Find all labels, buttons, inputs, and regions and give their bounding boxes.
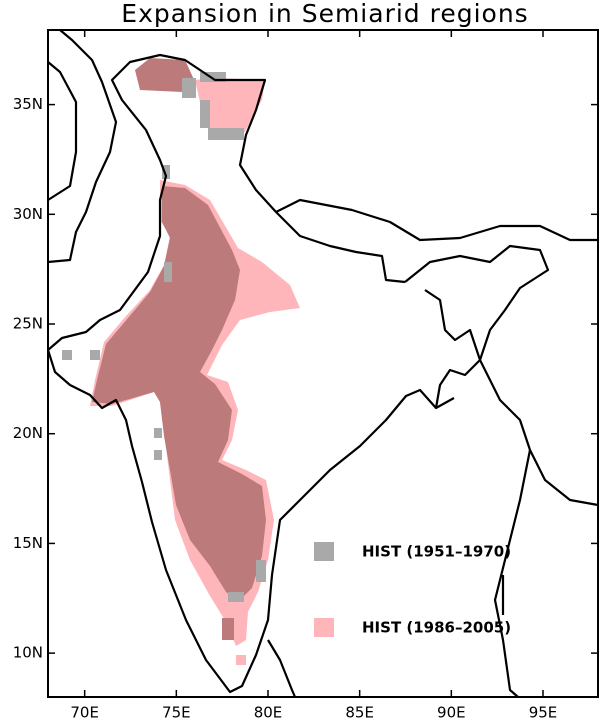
legend-label: HIST (1951–1970)	[362, 543, 511, 561]
y-tick-label: 30N	[13, 205, 43, 223]
y-tick-label: 10N	[13, 644, 43, 662]
overlap-region	[92, 58, 266, 640]
legend-swatch	[314, 542, 334, 561]
y-tick-label: 20N	[13, 424, 43, 442]
legend-swatch	[314, 618, 334, 637]
x-tick-label: 85E	[345, 704, 374, 722]
y-tick-label: 25N	[13, 315, 43, 333]
x-tick-label: 70E	[70, 704, 99, 722]
y-tick-label: 15N	[13, 534, 43, 552]
y-tick-label: 35N	[13, 95, 43, 113]
x-tick-label: 90E	[437, 704, 466, 722]
boundaries	[46, 29, 599, 698]
map-frame	[47, 29, 599, 698]
x-tick-label: 95E	[529, 704, 558, 722]
x-tick-label: 75E	[162, 704, 191, 722]
x-tick-label: 80E	[254, 704, 283, 722]
early-region	[62, 72, 266, 602]
legend-label: HIST (1986–2005)	[362, 619, 511, 637]
title: Expansion in Semiarid regions	[121, 0, 528, 28]
legend: HIST (1951–1970) HIST (1986–2005)	[314, 542, 511, 637]
ticks: 70E 75E 80E 85E 90E 95E 10N 15N 20N 25N 30N 35N	[13, 30, 598, 722]
map-area	[46, 29, 599, 698]
